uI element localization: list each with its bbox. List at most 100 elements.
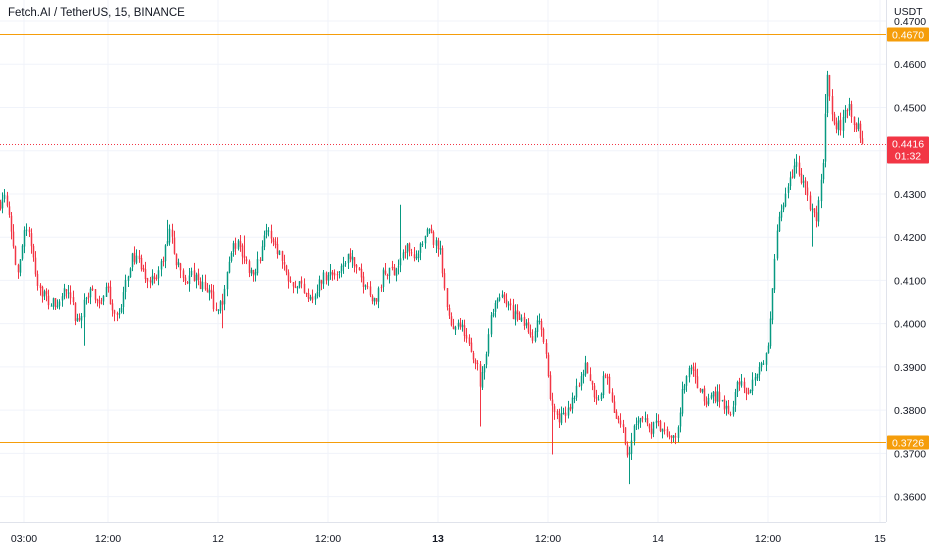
candle-body <box>485 354 488 365</box>
candle-body <box>479 364 482 387</box>
candle-body <box>540 321 543 330</box>
candle-body <box>34 257 37 275</box>
candle-body <box>769 318 772 347</box>
candle-body <box>135 255 138 263</box>
candle-body <box>848 103 851 111</box>
price-axis[interactable]: 0.47000.46000.45000.44000.43000.42000.41… <box>894 6 926 504</box>
time-tick-label: 12:00 <box>535 533 561 545</box>
candle-body <box>19 259 22 273</box>
candle-body <box>0 201 2 209</box>
candle-body <box>776 230 779 259</box>
candle-body <box>349 253 352 260</box>
candle-body <box>223 288 226 305</box>
candle-body <box>272 238 275 242</box>
candle-body <box>65 289 68 292</box>
candle-body <box>560 412 563 424</box>
candle-body <box>91 288 94 291</box>
candle-body <box>39 285 42 289</box>
price-tick-label: 0.4300 <box>894 189 926 201</box>
candle-body <box>813 208 816 213</box>
candle-body <box>336 274 339 276</box>
candle-body <box>844 110 847 118</box>
candle-body <box>593 385 596 398</box>
candle-body <box>661 428 664 432</box>
candle-body <box>111 303 114 311</box>
candle-body <box>254 272 257 276</box>
candle-body <box>395 268 398 276</box>
candle-body <box>556 411 559 415</box>
candle-body <box>751 379 754 391</box>
candle-body <box>380 287 383 289</box>
candle-body <box>617 417 620 420</box>
candle-body <box>399 258 402 266</box>
candle-body <box>109 286 112 305</box>
candle-body <box>589 374 592 381</box>
candle-body <box>635 424 638 426</box>
candle-body <box>309 297 312 300</box>
candle-body <box>692 366 695 371</box>
candle-body <box>281 251 284 262</box>
candle-body <box>162 261 165 263</box>
candle-body <box>261 246 264 261</box>
candle-body <box>342 264 345 267</box>
candle-body <box>529 332 532 336</box>
candle-body <box>567 407 570 416</box>
candle-body <box>494 302 497 312</box>
candle-body <box>454 326 457 331</box>
candle-body <box>287 272 290 282</box>
candle-body <box>439 248 442 250</box>
candle-body <box>131 253 134 268</box>
candle-body <box>461 324 464 327</box>
candle-body <box>683 385 686 391</box>
candle-body <box>604 374 607 376</box>
time-tick-label: 15 <box>874 533 886 545</box>
candle-body <box>74 302 77 321</box>
candle-body <box>146 278 149 282</box>
candle-body <box>855 123 858 130</box>
candle-body <box>545 343 548 355</box>
price-tick-label: 0.4600 <box>894 59 926 71</box>
candle-body <box>800 173 803 183</box>
candle-body <box>168 228 171 243</box>
candle-body <box>696 376 699 389</box>
time-axis[interactable]: 03:00 12:00 12 12:00 13 12:00 14 12:00 15 <box>11 533 886 545</box>
candle-body <box>208 290 211 294</box>
candle-body <box>360 268 363 278</box>
candle-body <box>173 237 176 254</box>
candle-body <box>784 193 787 207</box>
candle-body <box>177 262 180 265</box>
candle-body <box>490 315 493 335</box>
candle-body <box>289 280 292 282</box>
time-tick-label: 12 <box>212 533 224 545</box>
candle-body <box>809 195 812 210</box>
candle-body <box>219 301 222 311</box>
candle-body <box>397 266 400 268</box>
candle-body <box>802 181 805 183</box>
price-tick-label: 0.4700 <box>894 16 926 28</box>
candle-body <box>263 235 266 247</box>
candle-body <box>441 248 444 274</box>
candle-body <box>817 200 820 222</box>
candle-body <box>87 296 90 298</box>
candle-body <box>340 265 343 272</box>
candle-body <box>804 180 807 188</box>
price-line-tag <box>887 27 929 42</box>
candle-body <box>586 363 589 374</box>
candle-body <box>210 289 213 293</box>
candle-body <box>364 285 367 287</box>
candle-body <box>562 413 565 415</box>
candle-body <box>688 368 691 378</box>
candle-body <box>325 272 328 281</box>
candle-body <box>564 412 567 416</box>
candle-body <box>184 277 187 282</box>
price-line-tag <box>887 435 929 450</box>
candle-body <box>25 229 28 231</box>
candle-body <box>496 299 499 303</box>
candle-body <box>859 123 862 139</box>
candle-body <box>94 289 97 300</box>
candle-body <box>190 270 193 276</box>
candle-body <box>798 162 801 175</box>
candle-body <box>430 228 433 233</box>
candle-body <box>492 313 495 316</box>
